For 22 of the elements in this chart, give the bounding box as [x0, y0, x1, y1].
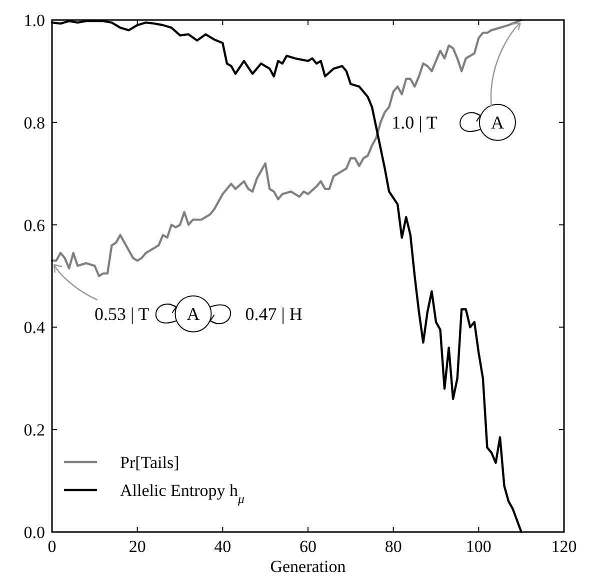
y-tick-label: 0.8	[24, 113, 45, 132]
x-tick-label: 80	[384, 537, 402, 556]
x-tick-label: 20	[128, 537, 146, 556]
x-axis-title: Generation	[270, 557, 346, 576]
y-tick-label: 0.0	[24, 522, 45, 542]
annotation: 0.47 | H	[245, 304, 302, 324]
line-series	[50, 18, 522, 278]
annotation: A	[186, 304, 200, 324]
legend-label: Pr[Tails]	[120, 452, 180, 472]
y-tick-label: 0.2	[24, 420, 45, 440]
y-tick-label: 0.6	[24, 216, 45, 235]
annotation: 0.53 | T	[94, 304, 150, 324]
annotation: A	[490, 112, 504, 133]
y-tick-label: 1.0	[24, 10, 45, 30]
x-tick-label: 60	[300, 537, 316, 556]
y-tick-label: 0.4	[24, 318, 46, 338]
x-tick-label: 120	[551, 537, 577, 556]
x-tick-label: 0	[48, 537, 56, 556]
annotation: 1.0 | T	[392, 112, 438, 133]
x-tick-label: 40	[214, 537, 232, 556]
legend-label: Allelic Entropy h$_{μ}$	[120, 480, 244, 506]
x-tick-label: 100	[466, 537, 492, 556]
